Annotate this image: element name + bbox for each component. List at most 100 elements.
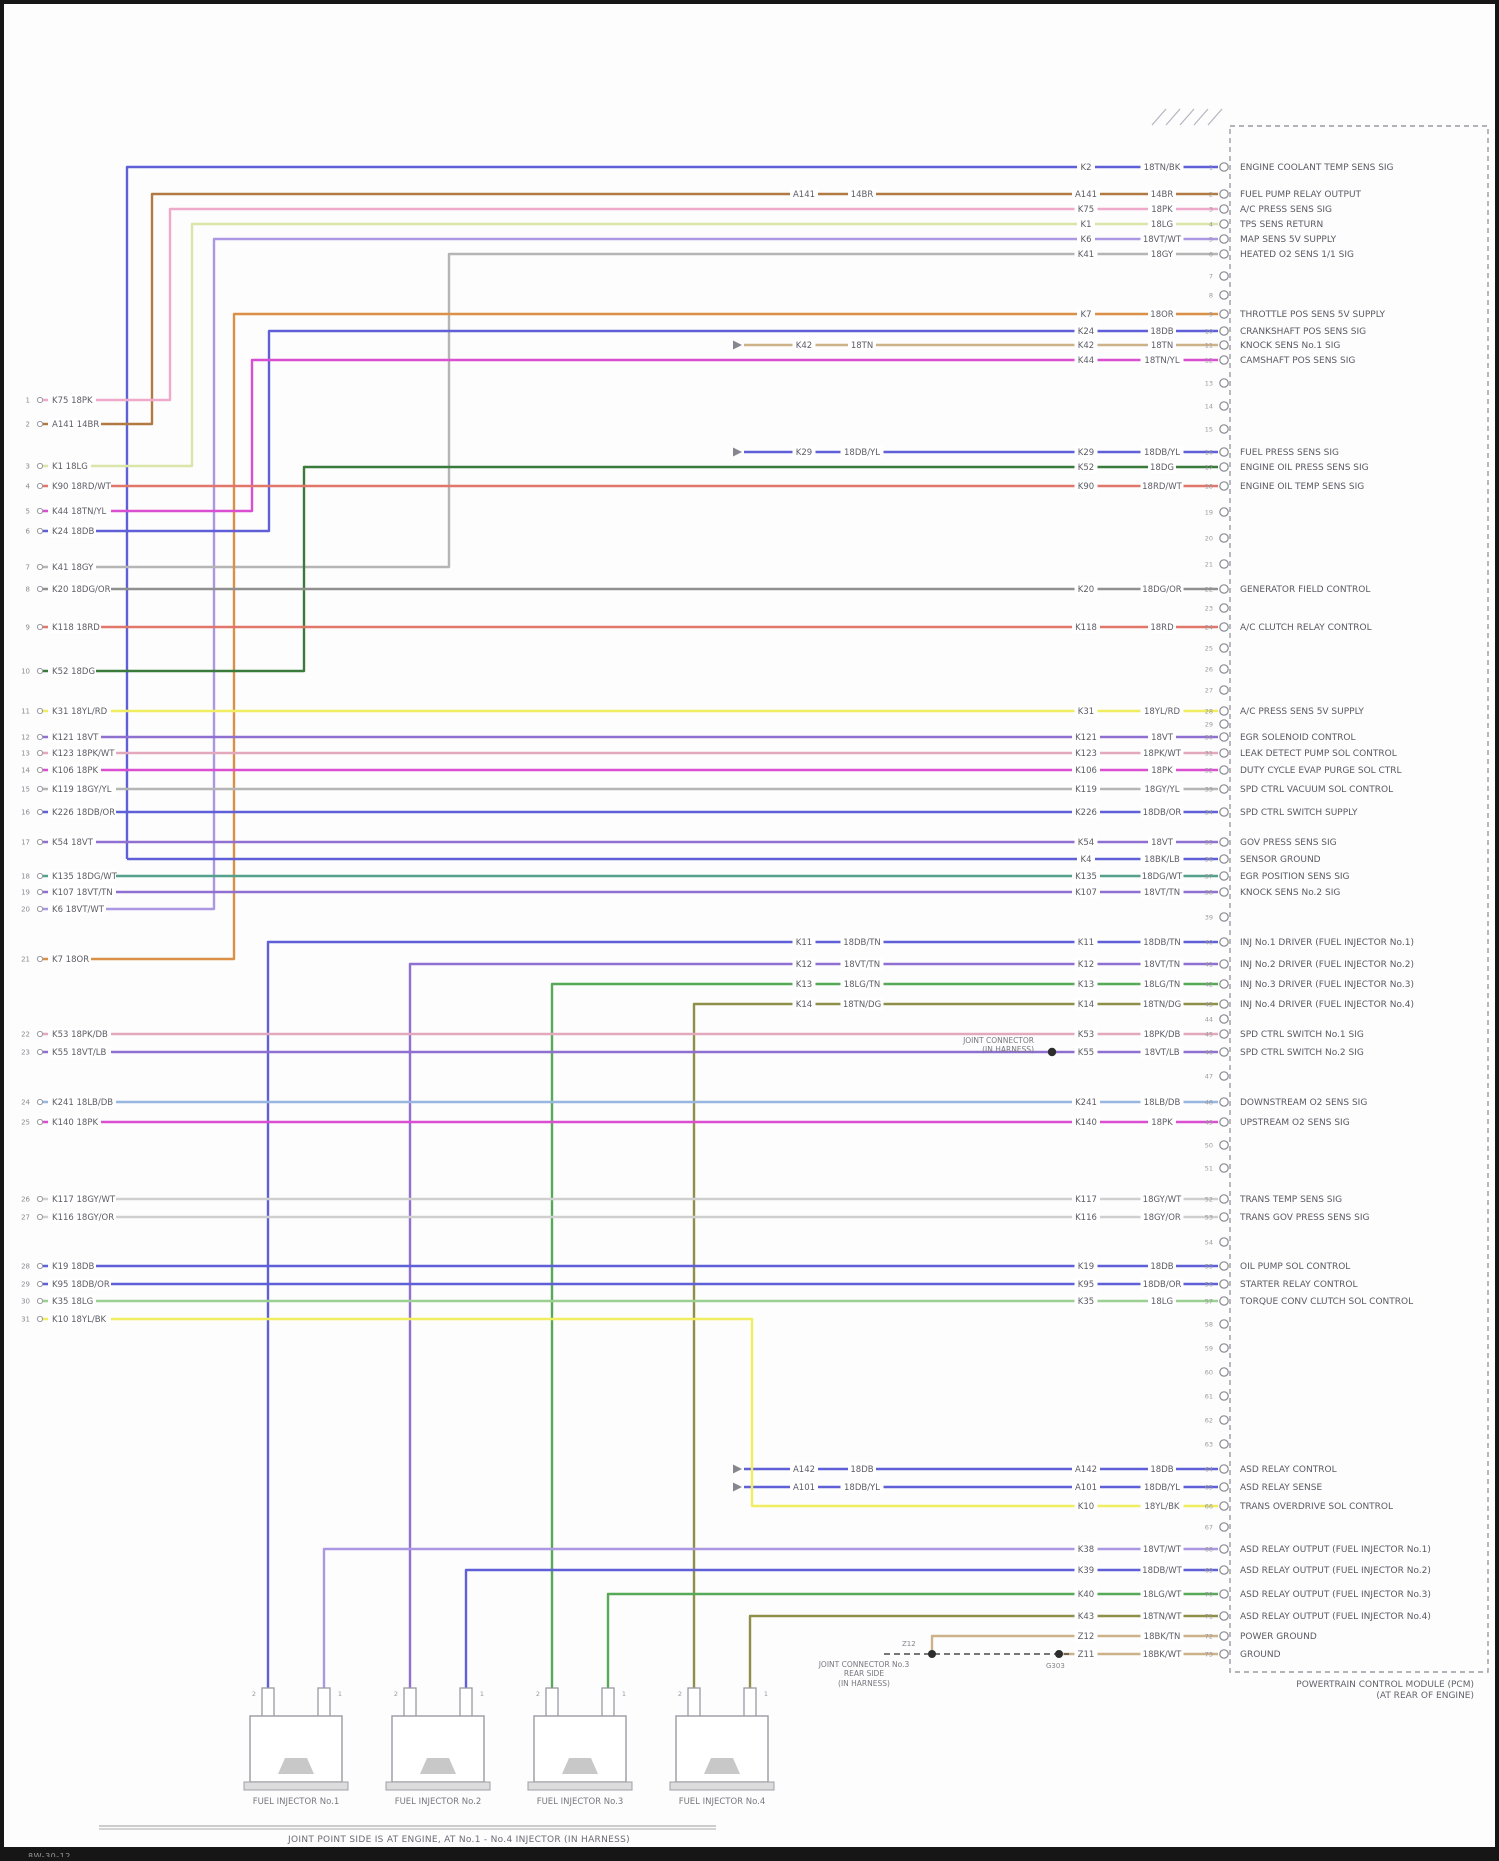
wire-code-chip-bg [1074,978,1098,990]
pcm-pin [1219,1611,1229,1621]
left-pin-label: K226 18DB/OR [52,808,115,818]
wire-color-chip-bg [1140,705,1184,717]
wire-code-chip-mid: A142 [793,1465,815,1475]
wire-color-chip: 18PK [1151,766,1173,776]
left-pin-number: 8 [26,586,30,594]
left-pin-label: K44 18TN/YL [52,507,107,517]
wire-code-chip-mid: K12 [796,960,812,970]
left-pin [36,462,44,470]
left-pin-label: A141 14BR [52,420,99,430]
wire-K7 [42,312,1218,961]
left-pin-label: K117 18GY/WT [52,1195,116,1205]
wire-code-chip-bg [1074,1543,1098,1555]
left-pin-chip-bg [48,747,116,759]
wire-code-chip: K7 [1081,310,1092,320]
left-pin-chip-bg [48,1046,111,1058]
wire-code-chip-bg [1072,1463,1100,1475]
pcm-pin [1219,1391,1229,1401]
wire-code-chip-bg [1072,783,1100,795]
wire-K12 [408,962,1218,1694]
wire-code-chip: K4 [1081,855,1092,865]
pcm-pin [1219,1482,1229,1492]
pcm-pin [1219,854,1229,864]
wire-code-chip-bg [1074,1500,1098,1512]
pcm-pin [1219,559,1229,569]
wire-code-chip-bg [1074,203,1098,215]
wire-code-chip: K35 [1078,1297,1094,1307]
left-pin [36,1098,44,1106]
pcm-pin-number: 18 [1205,482,1213,490]
wire-K40 [606,1592,1218,1694]
pcm-pin [1219,1163,1229,1173]
wire-color-chip-mid: 18DB/YL [844,448,880,458]
pcm-pin [1219,1649,1229,1659]
left-pin [36,585,44,593]
pcm-circuit-label: HEATED O2 SENS 1/1 SIG [1240,250,1354,260]
left-pin-number: 29 [21,1281,30,1289]
pcm-pin-number: 28 [1205,707,1213,715]
left-pin-number: 17 [21,839,30,847]
pcm-title-line1: POWERTRAIN CONTROL MODULE (PCM) [1296,1680,1474,1690]
pcm-pin-number: 16 [1205,448,1213,456]
left-pin-label: K7 18OR [52,955,89,965]
left-pin-number: 25 [21,1119,30,1127]
pcm-pin-number: 8 [1209,291,1213,299]
pcm-pin-number: 44 [1205,1015,1213,1023]
left-pin-chip-bg [48,583,111,595]
pcm-pin-number: 25 [1205,644,1213,652]
wire-code-chip: K31 [1078,707,1094,717]
pcm-circuit-label: GENERATOR FIELD CONTROL [1240,585,1370,595]
wire-code-chip: K19 [1078,1262,1094,1272]
pcm-pin [1219,1296,1229,1306]
pcm-pin-number: 32 [1205,766,1213,774]
pcm-pin-number: 52 [1205,1195,1213,1203]
wire-A141 [42,192,1218,426]
wire-color-chip-bg [1140,1046,1184,1058]
wire-code-chip-bg [1072,1116,1100,1128]
pcm-pin [1219,309,1229,319]
wire-code-chip: A142 [1075,1465,1097,1475]
wire-code-chip: K14 [1078,1000,1094,1010]
injector-base [243,1781,349,1791]
wire-code-chip-bg [1074,705,1098,717]
pcm-pin [1219,1212,1229,1222]
wire-color-chip-bg [1140,936,1184,948]
pcm-circuit-label: KNOCK SENS No.2 SIG [1240,888,1340,898]
pcm-pin-number: 50 [1205,1141,1213,1149]
pcm-pin [1219,622,1229,632]
left-pin-number: 15 [21,786,30,794]
wire-color-chip: 18VT/TN [1144,888,1180,898]
left-pin [36,1213,44,1221]
left-pin-label: K20 18DG/OR [52,585,111,595]
pcm-pin [1219,378,1229,388]
wire-color-chip: 18DB/WT [1142,1566,1182,1576]
wire-code-chip: K24 [1078,327,1094,337]
injector-nozzle-icon [562,1758,598,1774]
wire-K39 [464,1568,1218,1694]
pcm-pin-number: 23 [1205,604,1213,612]
pcm-circuit-label: SPD CTRL SWITCH SUPPLY [1240,808,1358,818]
wire-code-chip-bg [1077,218,1095,230]
wire-code-chip: K118 [1075,623,1097,633]
wire-color-chip: 18DB/YL [1144,1483,1180,1493]
left-pin [36,838,44,846]
pcm-pin-number: 57 [1205,1297,1213,1305]
wire-color-chip-bg [1140,233,1184,245]
left-pin-label: K121 18VT [52,733,99,743]
wire-code-chip-bg [1072,764,1100,776]
wire-code-chip-bg [1074,480,1098,492]
connector-hatch-tick [1207,108,1223,126]
pcm-pin [1219,1117,1229,1127]
left-pin [36,482,44,490]
pcm-pin [1219,326,1229,336]
left-pin-chip-bg [48,621,101,633]
left-pin-label: K119 18GY/YL [52,785,112,795]
left-pin [36,733,44,741]
pcm-pin [1219,732,1229,742]
left-pin-label: K106 18PK [52,766,98,776]
pcm-pin [1219,1415,1229,1425]
left-pin [36,507,44,515]
wire-code-chip: K40 [1078,1590,1094,1600]
left-pin-number: 1 [26,397,30,405]
left-pin [36,785,44,793]
